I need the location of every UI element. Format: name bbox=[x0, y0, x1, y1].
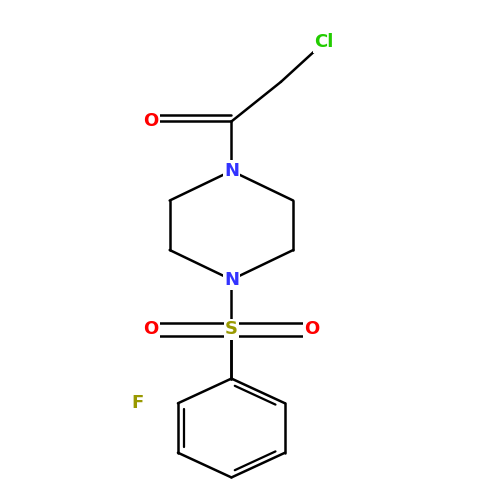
Text: S: S bbox=[225, 320, 238, 338]
Text: N: N bbox=[224, 270, 239, 288]
Text: Cl: Cl bbox=[314, 34, 334, 52]
Text: N: N bbox=[224, 162, 239, 180]
Text: O: O bbox=[304, 320, 320, 338]
Text: O: O bbox=[144, 112, 158, 130]
Text: O: O bbox=[144, 320, 158, 338]
Text: F: F bbox=[132, 394, 144, 412]
